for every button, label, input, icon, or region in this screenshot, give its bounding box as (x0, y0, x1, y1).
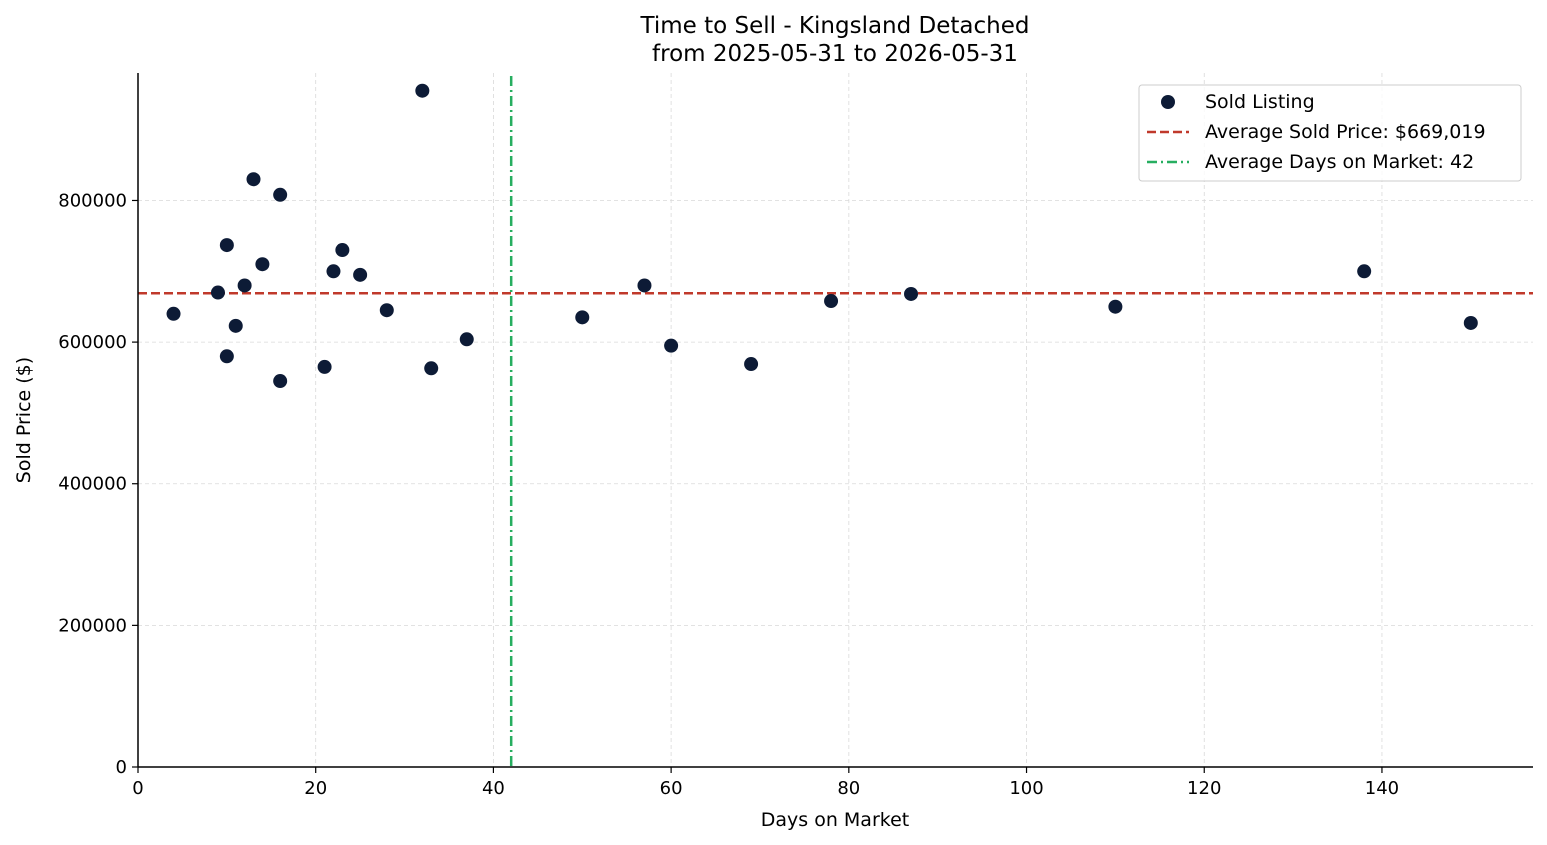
y-tick-label-4: 800000 (58, 190, 127, 211)
data-point-4 (228, 318, 243, 333)
data-point-19 (637, 278, 652, 293)
data-point-3 (219, 349, 234, 364)
x-tick-label-7: 140 (1365, 778, 1399, 799)
data-point-25 (1357, 264, 1372, 279)
x-tick-label-3: 60 (660, 778, 683, 799)
data-point-15 (415, 83, 430, 98)
legend-label-avg-price: Average Sold Price: $669,019 (1205, 121, 1486, 143)
data-point-18 (575, 310, 590, 325)
data-point-22 (824, 294, 839, 309)
data-point-12 (335, 243, 350, 258)
data-point-16 (424, 361, 439, 376)
x-tick-label-6: 120 (1187, 778, 1221, 799)
data-point-14 (379, 303, 394, 318)
data-point-21 (744, 357, 759, 372)
x-tick-label-2: 40 (482, 778, 505, 799)
data-point-20 (664, 338, 679, 353)
chart-subtitle: from 2025-05-31 to 2026-05-31 (652, 41, 1018, 67)
data-point-9 (273, 374, 288, 389)
x-axis-label: Days on Market (761, 809, 909, 831)
data-point-1 (210, 285, 225, 300)
y-tick-label-3: 600000 (58, 332, 127, 353)
data-point-0 (166, 306, 181, 321)
legend-label-sold-listing: Sold Listing (1205, 91, 1315, 113)
data-point-11 (326, 264, 341, 279)
data-point-24 (1108, 299, 1123, 314)
x-tick-label-1: 20 (304, 778, 327, 799)
data-point-2 (219, 238, 234, 253)
legend-marker-sold-listing (1161, 95, 1175, 109)
x-tick-label-0: 0 (132, 778, 143, 799)
chart-title: Time to Sell - Kingsland Detached (639, 13, 1029, 39)
legend: Sold Listing Average Sold Price: $669,01… (1138, 84, 1522, 182)
y-tick-label-0: 0 (116, 757, 127, 778)
x-tick-label-4: 80 (837, 778, 860, 799)
data-point-10 (317, 359, 332, 374)
legend-label-avg-days: Average Days on Market: 42 (1205, 151, 1474, 173)
legend-box (1138, 84, 1522, 182)
axes: 0 20 40 60 80 100 120 140 0 200000 400000 600000 800… (58, 73, 1533, 799)
data-point-26 (1463, 315, 1478, 330)
data-point-8 (273, 187, 288, 202)
y-tick-label-2: 400000 (58, 474, 127, 495)
data-point-23 (904, 286, 919, 301)
reference-lines (138, 76, 1533, 767)
data-point-13 (353, 267, 368, 282)
data-point-5 (237, 278, 252, 293)
y-tick-label-1: 200000 (58, 615, 127, 636)
data-point-7 (255, 257, 270, 272)
data-point-17 (459, 332, 474, 347)
x-tick-label-5: 100 (1009, 778, 1043, 799)
data-point-6 (246, 172, 261, 187)
y-axis-label: Sold Price ($) (13, 357, 35, 483)
data-points (166, 83, 1478, 389)
